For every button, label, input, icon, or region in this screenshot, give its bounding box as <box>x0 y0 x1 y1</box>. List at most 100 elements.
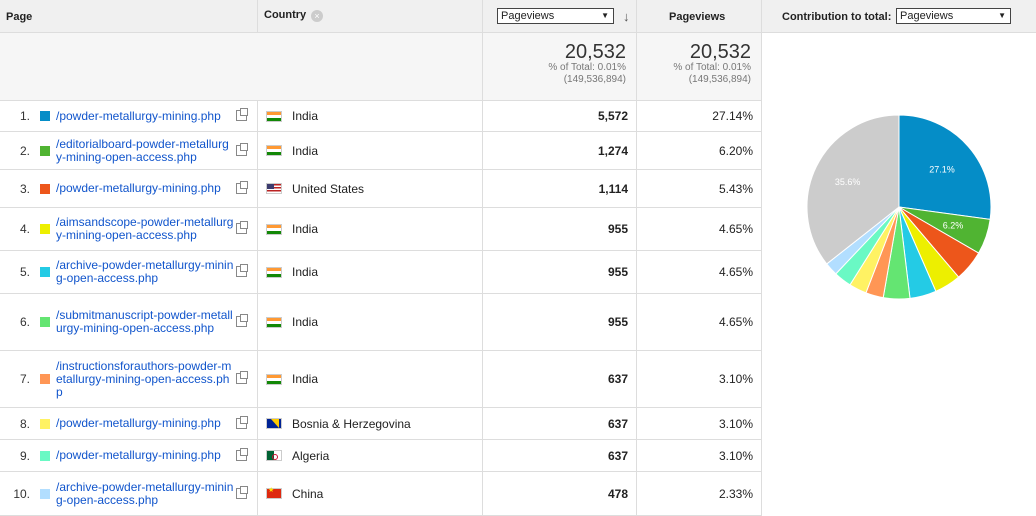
country-cell: United States <box>258 170 483 207</box>
row-index: 1. <box>19 109 30 123</box>
series-color-swatch <box>40 145 50 156</box>
header-country: Country × <box>258 0 483 33</box>
sort-descending-icon[interactable]: ↓ <box>623 9 630 24</box>
pageviews-value: 1,114 <box>483 170 637 207</box>
in-flag-icon <box>266 110 282 122</box>
pageviews-value: 1,274 <box>483 132 637 169</box>
row-index: 9. <box>19 448 30 463</box>
summary-pageviews-total: 20,532 <box>689 41 751 63</box>
dz-flag-icon <box>266 450 282 461</box>
series-color-swatch <box>40 317 50 327</box>
series-color-swatch <box>40 111 50 121</box>
row-index: 6. <box>19 315 30 329</box>
open-external-icon[interactable] <box>236 415 248 429</box>
row-index: 3. <box>19 181 30 196</box>
contribution-percent: 4.65% <box>637 208 762 250</box>
open-external-icon[interactable] <box>236 264 248 277</box>
table-row: 10. /archive-powder-metallurgy-mining-op… <box>0 472 762 516</box>
page-link[interactable]: /powder-metallurgy-mining.php <box>56 108 221 123</box>
page-cell: /powder-metallurgy-mining.php <box>34 440 258 471</box>
country-cell: China <box>258 472 483 515</box>
page-cell: /instructionsforauthors-powder-metallurg… <box>34 351 258 407</box>
table-row: 7. /instructionsforauthors-powder-metall… <box>0 351 762 408</box>
contribution-percent: 3.10% <box>637 408 762 439</box>
country-name: India <box>292 372 319 386</box>
pie-slice-label: 27.1% <box>929 164 955 174</box>
pie-slice[interactable] <box>898 114 992 220</box>
pie-chart-svg: 27.1% 6.2% 35.6% <box>806 114 992 300</box>
table-row: 2. /editorialboard-powder-metallurgy-min… <box>0 132 762 170</box>
contribution-percent: 3.10% <box>637 440 762 471</box>
page-link[interactable]: /powder-metallurgy-mining.php <box>56 448 221 462</box>
open-external-icon[interactable] <box>236 221 248 234</box>
country-name: India <box>292 143 319 158</box>
country-column-label[interactable]: Country <box>264 9 307 21</box>
pageviews-column-label[interactable]: Pageviews <box>669 11 726 23</box>
series-color-swatch <box>40 183 50 194</box>
series-color-swatch <box>40 267 50 277</box>
page-link[interactable]: /archive-powder-metallurgy-mining-open-a… <box>56 479 234 507</box>
open-external-icon[interactable] <box>236 485 248 499</box>
ba-flag-icon <box>266 418 282 429</box>
summary-metric: 20,532 % of Total: 0.01% (149,536,894) <box>483 33 637 101</box>
page-link[interactable]: /powder-metallurgy-mining.php <box>56 416 221 430</box>
contribution-percent: 27.14% <box>637 101 762 131</box>
pageviews-value: 637 <box>483 351 637 407</box>
cn-flag-icon <box>266 486 282 499</box>
header-contribution: Contribution to total: Pageviews ▼ <box>762 0 1036 33</box>
dropdown-arrow-icon: ▼ <box>601 11 609 20</box>
open-external-icon[interactable] <box>236 314 248 327</box>
pageviews-value: 955 <box>483 294 637 350</box>
country-name: India <box>292 222 319 236</box>
contribution-percent: 3.10% <box>637 351 762 407</box>
pageviews-value: 955 <box>483 208 637 250</box>
page-cell: /editorialboard-powder-metallurgy-mining… <box>34 132 258 169</box>
series-color-swatch <box>40 418 50 429</box>
metric-select[interactable]: Pageviews ▼ <box>497 8 614 24</box>
contribution-percent: 2.33% <box>637 472 762 515</box>
row-index: 2. <box>19 143 30 158</box>
row-index: 8. <box>19 416 30 431</box>
country-name: Bosnia & Herzegovina <box>292 416 411 431</box>
remove-dimension-icon[interactable]: × <box>311 10 323 22</box>
dropdown-arrow-icon: ▼ <box>998 11 1006 20</box>
us-flag-icon <box>266 183 282 194</box>
contribution-percent: 4.65% <box>637 294 762 350</box>
row-index: 4. <box>19 222 30 236</box>
contribution-pie-chart: 27.1% 6.2% 35.6% <box>762 101 1036 516</box>
open-external-icon[interactable] <box>236 371 248 384</box>
series-color-swatch <box>40 488 50 499</box>
country-name: India <box>292 109 319 123</box>
pie-slice[interactable] <box>806 114 900 265</box>
pie-slice-label: 6.2% <box>943 220 964 230</box>
page-link[interactable]: /editorialboard-powder-metallurgy-mining… <box>56 136 229 164</box>
series-color-swatch <box>40 374 50 384</box>
summary-pageviews-pct: % of Total: 0.01% <box>673 62 751 73</box>
page-link[interactable]: /powder-metallurgy-mining.php <box>56 181 221 195</box>
contribution-select[interactable]: Pageviews ▼ <box>896 8 1011 24</box>
country-cell: Algeria <box>258 440 483 471</box>
summary-metric-of: (149,536,894) <box>563 74 626 85</box>
country-cell: India <box>258 251 483 293</box>
open-external-icon[interactable] <box>236 180 248 194</box>
contribution-percent: 6.20% <box>637 132 762 169</box>
table-row: 6. /submitmanuscript-powder-metallurgy-m… <box>0 294 762 351</box>
page-link[interactable]: /instructionsforauthors-powder-metallurg… <box>56 358 232 399</box>
page-link[interactable]: /archive-powder-metallurgy-mining-open-a… <box>56 258 234 285</box>
page-link[interactable]: /aimsandscope-powder-metallurgy-mining-o… <box>56 215 234 242</box>
page-link[interactable]: /submitmanuscript-powder-metallurgy-mini… <box>56 308 233 335</box>
country-cell: India <box>258 101 483 131</box>
open-external-icon[interactable] <box>236 108 248 121</box>
header-metric: Pageviews ▼ ↓ <box>483 0 637 33</box>
page-column-label[interactable]: Page <box>6 11 33 23</box>
open-external-icon[interactable] <box>236 142 248 156</box>
country-name: India <box>292 315 319 329</box>
pageviews-value: 5,572 <box>483 101 637 131</box>
page-cell: /powder-metallurgy-mining.php <box>34 408 258 439</box>
row-index: 7. <box>19 372 30 386</box>
open-external-icon[interactable] <box>236 447 248 461</box>
row-index: 10. <box>13 486 30 501</box>
pageviews-value: 478 <box>483 472 637 515</box>
in-flag-icon <box>266 266 282 278</box>
